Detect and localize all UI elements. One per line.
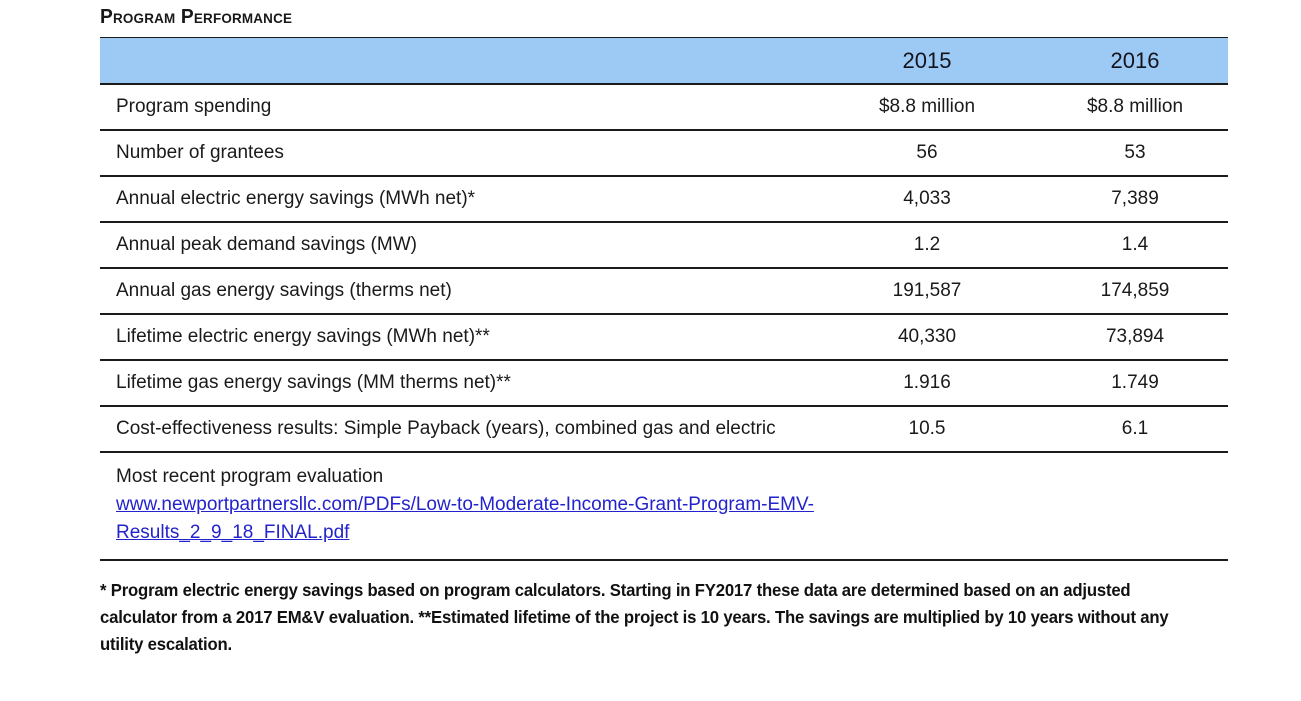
row-value-2016: 6.1 [1121, 418, 1149, 439]
row-label: Annual peak demand savings (MW) [116, 234, 417, 255]
table-row: Lifetime gas energy savings (MM therms n… [100, 361, 1228, 407]
row-value-2015: 4,033 [903, 188, 951, 209]
row-value-2015: 40,330 [897, 326, 957, 347]
row-value-2015: 1.2 [913, 234, 941, 255]
row-label: Annual electric energy savings (MWh net)… [116, 188, 476, 209]
header-year-2016: 2016 [1110, 47, 1160, 73]
row-value-2016: 174,859 [1100, 280, 1170, 301]
row-value-2015: $8.8 million [878, 96, 976, 117]
row-value-2016: 1.749 [1111, 372, 1159, 393]
table-row: Program spending $8.8 million $8.8 milli… [100, 85, 1228, 131]
program-performance-table: 2015 2016 Program spending $8.8 million … [100, 37, 1228, 561]
header-year-2015: 2015 [902, 47, 952, 73]
row-value-2015: 1.916 [903, 372, 951, 393]
table-row: Number of grantees 56 53 [100, 131, 1228, 177]
row-value-2016: 73,894 [1105, 326, 1165, 347]
row-value-2015: 191,587 [892, 280, 962, 301]
header-empty-cell [100, 39, 812, 83]
table-row: Lifetime electric energy savings (MWh ne… [100, 315, 1228, 361]
table-row: Annual gas energy savings (therms net) 1… [100, 269, 1228, 315]
row-label: Number of grantees [116, 142, 284, 163]
row-value-2016: 53 [1124, 142, 1146, 163]
row-label: Program spending [116, 96, 272, 117]
table-row: Cost-effectiveness results: Simple Payba… [100, 407, 1228, 453]
table-header-row: 2015 2016 [100, 37, 1228, 85]
row-value-2016: $8.8 million [1086, 96, 1184, 117]
table-row: Annual electric energy savings (MWh net)… [100, 177, 1228, 223]
table-body: Program spending $8.8 million $8.8 milli… [100, 85, 1228, 453]
row-value-2016: 7,389 [1111, 188, 1159, 209]
table-row: Annual peak demand savings (MW) 1.2 1.4 [100, 223, 1228, 269]
document-content: Program Performance 2015 2016 Program sp… [100, 6, 1228, 658]
row-label: Annual gas energy savings (therms net) [116, 280, 452, 301]
row-value-2015: 10.5 [908, 418, 946, 439]
footnote-text: * Program electric energy savings based … [100, 580, 1169, 654]
row-value-2016: 1.4 [1121, 234, 1149, 255]
row-label: Lifetime gas energy savings (MM therms n… [116, 372, 511, 393]
evaluation-link[interactable]: www.newportpartnersllc.com/PDFs/Low-to-M… [116, 494, 814, 543]
evaluation-label: Most recent program evaluation [116, 466, 384, 487]
row-label: Cost-effectiveness results: Simple Payba… [116, 418, 776, 439]
page-title: Program Performance [100, 6, 293, 28]
row-value-2015: 56 [916, 142, 938, 163]
evaluation-row: Most recent program evaluation www.newpo… [100, 453, 1228, 561]
row-label: Lifetime electric energy savings (MWh ne… [116, 326, 490, 347]
